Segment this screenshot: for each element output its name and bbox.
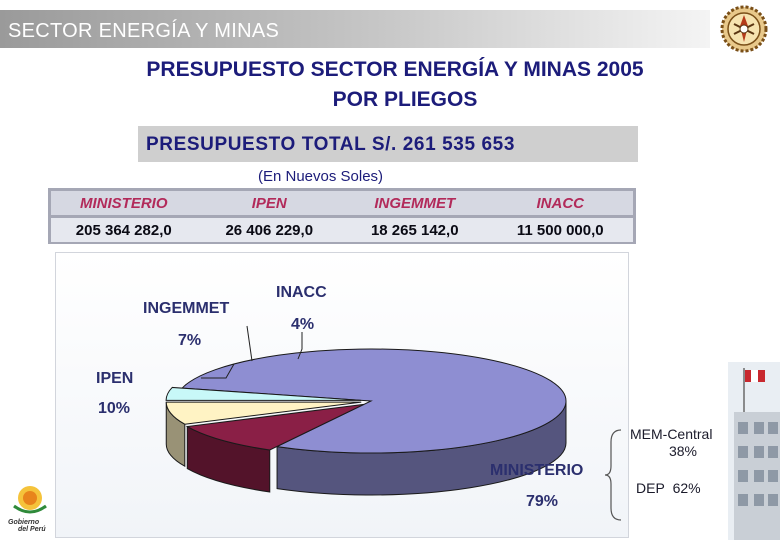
slice-label-ingemmet: INGEMMET (143, 300, 229, 317)
pie-slice-ministerio (181, 348, 567, 454)
svg-text:Gobierno: Gobierno (8, 519, 40, 526)
total-budget-text: PRESUPUESTO TOTAL S/. 261 535 653 (146, 134, 515, 155)
pie-chart-panel: INACC 4% INGEMMET 7% IPEN 10% MINISTERIO… (55, 252, 629, 538)
mem-central-value: 38% (668, 443, 698, 459)
table-cell: 26 406 229,0 (196, 216, 342, 242)
leader-line (297, 332, 303, 360)
slice-percent-ministerio: 79% (526, 493, 558, 510)
table-header-row: MINISTERIO IPEN INGEMMET INACC (51, 191, 633, 218)
slice-label-ministerio: MINISTERIO (490, 462, 583, 479)
table-cell: 18 265 142,0 (342, 216, 488, 242)
slice-label-inacc: INACC (276, 284, 327, 301)
leader-line (246, 325, 253, 362)
pie-slice-ingemmet (165, 401, 362, 425)
table-header: INGEMMET (342, 191, 488, 218)
page-title-line1: PRESUPUESTO SECTOR ENERGÍA Y MINAS 2005 (146, 58, 644, 81)
dep-value: 62% (672, 480, 701, 496)
ministry-emblem-icon (720, 5, 768, 53)
table-header: MINISTERIO (51, 191, 197, 218)
header-bar: SECTOR ENERGÍA Y MINAS (0, 10, 710, 48)
pie-slice-ipen (185, 403, 364, 451)
gobierno-peru-logo: Gobierno del Perú (8, 486, 47, 533)
currency-note: (En Nuevos Soles) (258, 168, 384, 185)
slice-label-ipen: IPEN (96, 370, 133, 387)
mem-central-label: MEM-Central (630, 426, 713, 442)
table-header: INACC (487, 191, 633, 218)
table-row: 205 364 282,0 26 406 229,0 18 265 142,0 … (51, 216, 633, 242)
breakdown-brace (604, 429, 622, 521)
table-header: IPEN (196, 191, 342, 218)
table-cell: 11 500 000,0 (487, 216, 633, 242)
slice-percent-ipen: 10% (98, 400, 130, 417)
section-title: SECTOR ENERGÍA Y MINAS (8, 20, 280, 42)
dep-breakdown: DEP 62% (636, 480, 701, 496)
table-cell: 205 364 282,0 (51, 216, 197, 242)
slice-percent-inacc: 4% (291, 316, 314, 333)
mem-central-breakdown: MEM-Central 38% (630, 426, 730, 460)
building-photo (728, 362, 780, 540)
pie-slice-inacc (165, 386, 362, 401)
svg-text:del Perú: del Perú (18, 526, 46, 533)
slice-percent-ingemmet: 7% (178, 332, 201, 349)
leader-line (201, 363, 235, 379)
dep-label: DEP (636, 480, 665, 496)
total-budget-box: PRESUPUESTO TOTAL S/. 261 535 653 (138, 126, 638, 162)
budget-table: MINISTERIO IPEN INGEMMET INACC 205 364 2… (48, 188, 636, 244)
pie-chart: INACC 4% INGEMMET 7% IPEN 10% MINISTERIO… (96, 284, 583, 510)
page-title-line2: POR PLIEGOS (332, 88, 478, 111)
